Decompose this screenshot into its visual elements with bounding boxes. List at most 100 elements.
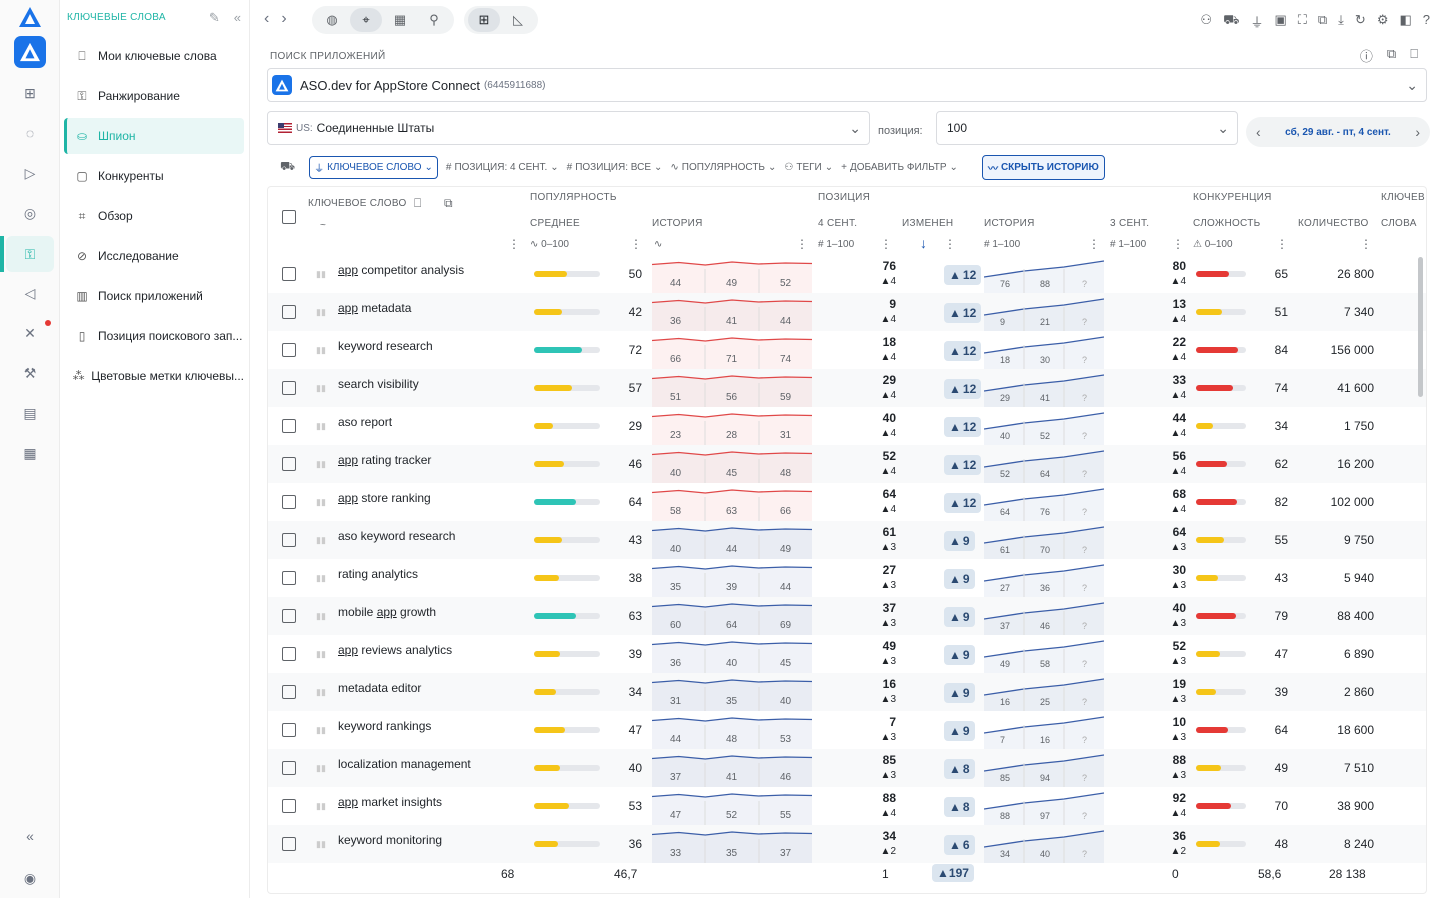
sort-desc-icon[interactable]: ↓: [920, 235, 927, 251]
sidebar-item-app-search[interactable]: ▥ Поиск приложений: [64, 278, 244, 314]
forward-icon[interactable]: ›: [281, 10, 287, 27]
back-icon[interactable]: ‹: [264, 10, 270, 27]
chevron-down-icon[interactable]: ⌄: [849, 120, 861, 136]
panel-icon[interactable]: ◧: [1399, 12, 1412, 27]
table-icon[interactable]: ⊞: [468, 8, 500, 32]
table-row[interactable]: ▮▮ app market insights 53 47 52 55 88 ▲4 ▲ 8 88 97?…: [268, 787, 1426, 825]
keyword-text[interactable]: metadata editor: [338, 681, 421, 695]
row-checkbox[interactable]: [282, 381, 296, 395]
play-icon[interactable]: ▷: [24, 164, 36, 181]
screenshot-icon[interactable]: ⛶: [1297, 12, 1307, 27]
copy-icon[interactable]: ⧉: [444, 196, 453, 210]
position-select[interactable]: 100 ⌄: [936, 111, 1238, 145]
table-row[interactable]: ▮▮ search visibility 57 51 56 59 29 ▲4 ▲ 12 29 41? 3…: [268, 369, 1426, 407]
row-checkbox[interactable]: [282, 571, 296, 585]
row-checkbox[interactable]: [282, 267, 296, 281]
sort-icon[interactable]: ~: [320, 220, 326, 231]
hide-history-button[interactable]: 〰 СКРЫТЬ ИСТОРИЮ: [981, 154, 1105, 180]
next-date-icon[interactable]: ›: [1415, 124, 1420, 140]
keyword-text[interactable]: keyword monitoring: [338, 833, 442, 847]
keyword-text[interactable]: app competitor analysis: [338, 263, 464, 277]
keyword-text[interactable]: keyword rankings: [338, 719, 431, 733]
filter-keyword[interactable]: ⏚ КЛЮЧЕВОЕ СЛОВО ⌄: [309, 155, 438, 179]
row-checkbox[interactable]: [282, 305, 296, 319]
stack-icon[interactable]: ▣: [1274, 12, 1287, 27]
help-icon[interactable]: ?: [1422, 12, 1430, 27]
average-header[interactable]: СРЕДНЕЕ: [530, 218, 580, 229]
aso-logo-icon[interactable]: [18, 6, 42, 28]
row-checkbox[interactable]: [282, 837, 296, 851]
table-row[interactable]: ▮▮ keyword rankings 47 44 48 53 7 ▲3 ▲ 9 7 16? 10 ▲3 6…: [268, 711, 1426, 749]
apple-icon[interactable]: ◌: [25, 125, 35, 141]
key-icon[interactable]: ⚿: [24, 245, 36, 262]
row-checkbox[interactable]: [282, 457, 296, 471]
filter-icon[interactable]: ⏚: [1250, 15, 1264, 30]
keyword-text[interactable]: search visibility: [338, 377, 419, 391]
car-icon[interactable]: ⛟: [1223, 12, 1240, 27]
dashboard-icon[interactable]: ⊞: [24, 84, 36, 101]
add-filter-button[interactable]: + ДОБАВИТЬ ФИЛЬТР ⌄: [841, 161, 958, 173]
keyword-text[interactable]: app rating tracker: [338, 453, 431, 467]
sidebar-item-ranking[interactable]: ⚿ Ранжирование: [64, 78, 244, 114]
row-checkbox[interactable]: [282, 799, 296, 813]
sidebar-item-competitors[interactable]: ▢ Конкуренты: [64, 158, 244, 194]
keyword-text[interactable]: aso keyword research: [338, 529, 455, 543]
table-scrollbar[interactable]: [1418, 257, 1423, 397]
row-checkbox[interactable]: [282, 495, 296, 509]
sep3-header[interactable]: 3 СЕНТ.: [1110, 218, 1150, 229]
history-header[interactable]: ИСТОРИЯ: [652, 218, 703, 229]
table-row[interactable]: ▮▮ rating analytics 38 35 39 44 27 ▲3 ▲ 9 27 36? 30 ▲…: [268, 559, 1426, 597]
row-checkbox[interactable]: [282, 609, 296, 623]
filter-position-all[interactable]: # ПОЗИЦИЯ: ВСЕ ⌄: [566, 161, 663, 173]
filter-tags[interactable]: ⚇ ТЕГИ ⌄: [784, 161, 834, 173]
history2-header[interactable]: ИСТОРИЯ: [984, 218, 1035, 229]
globe-icon[interactable]: ◍: [326, 12, 338, 27]
more-icon[interactable]: ⋮: [630, 237, 642, 251]
calendar-icon[interactable]: ▦: [393, 12, 407, 27]
keyword-text[interactable]: aso report: [338, 415, 392, 429]
app-select[interactable]: ASO.dev for AppStore Connect (6445911688…: [267, 68, 1427, 102]
row-checkbox[interactable]: [282, 685, 296, 699]
collapse-sidebar-icon[interactable]: «: [233, 10, 241, 25]
duplicate-icon[interactable]: ⧉: [1386, 46, 1397, 61]
chevron-down-icon[interactable]: ⌄: [1406, 77, 1418, 93]
more-icon[interactable]: ⋮: [1172, 237, 1184, 251]
filter-popularity[interactable]: ∿ ПОПУЛЯРНОСТЬ ⌄: [670, 161, 777, 173]
keyword-text[interactable]: rating analytics: [338, 567, 418, 581]
keyword-text[interactable]: app market insights: [338, 795, 442, 809]
more-icon[interactable]: ⋮: [1276, 237, 1288, 251]
xcode-icon[interactable]: ⚒: [23, 364, 37, 381]
location-icon[interactable]: ⌖: [350, 8, 382, 32]
sidebar-item-search-position[interactable]: ▯ Позиция поискового зап...: [64, 318, 244, 354]
table-row[interactable]: ▮▮ localization management 40 37 41 46 85 ▲3 ▲ 8 8…: [268, 749, 1426, 787]
select-all-checkbox[interactable]: [282, 210, 296, 224]
filter-position-date[interactable]: # ПОЗИЦИЯ: 4 СЕНТ. ⌄: [445, 161, 559, 173]
sidebar-item-overview[interactable]: ⌗ Обзор: [64, 198, 244, 234]
more-icon[interactable]: ⋮: [880, 237, 892, 251]
words-header[interactable]: СЛОВА: [1381, 218, 1417, 229]
prev-date-icon[interactable]: ‹: [1256, 124, 1261, 140]
row-checkbox[interactable]: [282, 419, 296, 433]
bookmark-icon[interactable]: ⎕: [1410, 46, 1418, 61]
table-row[interactable]: ▮▮ aso keyword research 43 40 44 49 61 ▲3 ▲ 9 61 70…: [268, 521, 1426, 559]
app-logo-icon[interactable]: [14, 36, 46, 68]
edit-icon[interactable]: ✎: [208, 10, 220, 25]
country-select[interactable]: US: Соединенные Штаты ⌄: [267, 111, 870, 145]
sidebar-item-spy[interactable]: ⛀ Шпион: [64, 118, 244, 154]
refresh-icon[interactable]: ↻: [1354, 12, 1366, 27]
more-icon[interactable]: ⋮: [1088, 237, 1100, 251]
row-checkbox[interactable]: [282, 647, 296, 661]
sidebar-item-my-keywords[interactable]: ⎕ Мои ключевые слова: [64, 38, 244, 74]
keyword-text[interactable]: app metadata: [338, 301, 411, 315]
table-row[interactable]: ▮▮ mobile app growth 63 60 64 69 37 ▲3 ▲ 9 37 46? 40…: [268, 597, 1426, 635]
more-icon[interactable]: ⋮: [944, 237, 956, 251]
account-icon[interactable]: ◉: [23, 869, 37, 886]
collapse-rail-icon[interactable]: «: [26, 828, 34, 844]
chevron-down-icon[interactable]: ⌄: [1217, 120, 1229, 136]
megaphone-icon[interactable]: ◁: [24, 284, 36, 301]
keyword-text[interactable]: app store ranking: [338, 491, 431, 505]
table-row[interactable]: ▮▮ app reviews analytics 39 36 40 45 49 ▲3 ▲ 9 49 5…: [268, 635, 1426, 673]
report-icon[interactable]: ▤: [23, 404, 37, 421]
difficulty-header[interactable]: СЛОЖНОСТЬ: [1193, 218, 1261, 229]
table-row[interactable]: ▮▮ app rating tracker 46 40 45 48 52 ▲4 ▲ 12 52 64?…: [268, 445, 1426, 483]
